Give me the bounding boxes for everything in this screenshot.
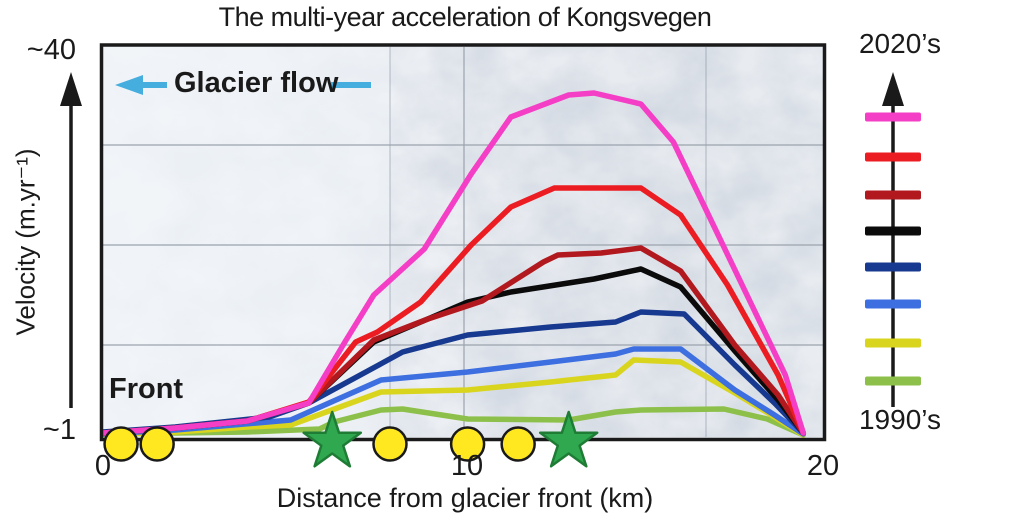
surge-marker-circle (139, 426, 175, 462)
y-axis-min-label: ~1 (42, 414, 76, 446)
plot-area: Glacier flow Front (99, 43, 829, 475)
x-tick-20: 20 (806, 450, 840, 482)
curve-8 (100, 90, 807, 436)
legend-swatch-epoch-5 (865, 226, 921, 236)
surge-marker-star (302, 410, 363, 468)
surge-marker-star (538, 410, 599, 468)
legend-arrowhead-icon (882, 72, 904, 106)
legend-top-label: 2020’s (858, 28, 941, 59)
legend-swatch-epoch-4 (865, 262, 921, 272)
chart-title: The multi-year acceleration of Kongsvege… (218, 2, 712, 32)
legend-arrow (865, 72, 921, 407)
x-tick-0: 0 (94, 450, 112, 482)
legend-swatch-epoch-6 (865, 190, 921, 200)
legend-swatch-epoch-3 (865, 299, 921, 309)
legend-bottom-label: 1990’s (858, 404, 941, 435)
legend-swatch-epoch-8-2020-s-newest- (865, 112, 921, 122)
surge-marker-circle (500, 426, 536, 462)
y-axis-max-label: ~40 (26, 34, 76, 66)
x-tick-10: 10 (450, 450, 484, 482)
legend-swatch-epoch-7 (865, 152, 921, 162)
x-axis-title: Distance from glacier front (km) (276, 483, 654, 513)
y-axis-arrow-icon (60, 72, 82, 408)
surge-marker-circle (449, 426, 486, 462)
curve-1 (100, 406, 807, 438)
legend-swatch-epoch-1-1990-s-oldest- (865, 376, 921, 386)
plot-svg (99, 43, 827, 468)
surge-marker-circle (103, 426, 139, 462)
curve-3 (100, 346, 807, 437)
legend-swatch-epoch-2 (865, 338, 921, 348)
y-axis-title: Velocity (m.yr⁻¹) (10, 148, 41, 336)
surge-marker-circle (372, 426, 408, 462)
